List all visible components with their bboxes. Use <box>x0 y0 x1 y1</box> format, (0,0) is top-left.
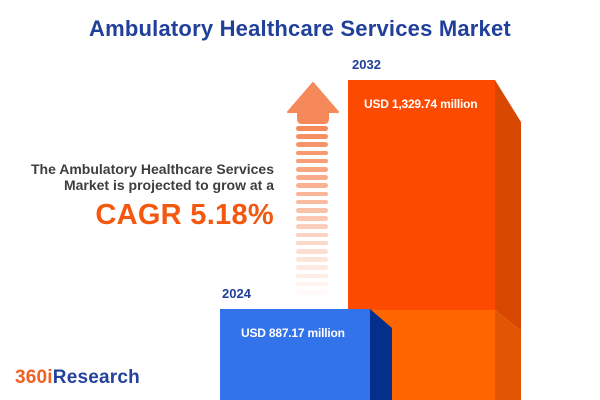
arrow-stripe <box>296 240 328 246</box>
growth-annotation: The Ambulatory Healthcare Services Marke… <box>0 161 274 232</box>
growth-arrow-icon <box>287 82 339 124</box>
arrow-stripe <box>296 199 328 205</box>
bar-2024-value-label: USD 887.17 million <box>241 326 345 340</box>
arrow-stripe <box>296 158 328 164</box>
bar-2032-side-face <box>495 80 521 400</box>
arrow-stripe <box>296 290 328 295</box>
arrow-stripe <box>296 126 328 131</box>
bar-2024-side <box>370 309 392 400</box>
logo-text-blue: Research <box>52 367 140 388</box>
arrow-stripe <box>296 273 328 279</box>
bar-2024-year-label: 2024 <box>222 286 251 301</box>
bar-2032-side-lower <box>495 310 521 400</box>
arrow-stripe <box>296 183 328 188</box>
bar-2032-front-upper <box>348 80 495 310</box>
arrow-stripe <box>296 191 328 197</box>
arrow-stripe <box>296 167 328 172</box>
annotation-line-1: The Ambulatory Healthcare Services <box>30 161 274 177</box>
bar-2032-value-label: USD 1,329.74 million <box>364 97 478 111</box>
arrow-stripe <box>296 257 328 262</box>
arrow-stripe <box>296 175 328 180</box>
arrow-up-icon <box>287 82 339 124</box>
arrow-stripe <box>296 232 328 238</box>
brand-logo: 360iResearch <box>15 367 140 389</box>
bar-2032-year-label: 2032 <box>352 57 381 72</box>
annotation-line-2: Market is projected to grow at a <box>63 176 274 193</box>
bar-2024-side-face <box>370 309 392 400</box>
arrow-stripe <box>296 134 328 139</box>
arrow-stripe <box>296 208 328 213</box>
bar-2024-front <box>220 309 370 400</box>
arrow-stripe <box>296 150 328 156</box>
arrow-stripe <box>296 265 328 270</box>
cagr-value: CAGR 5.18% <box>95 199 274 231</box>
page-title: Ambulatory Healthcare Services Market <box>89 16 511 41</box>
arrow-stripe <box>296 216 328 221</box>
growth-arrow-stripes <box>296 126 328 302</box>
bar-2032-side-upper <box>495 80 521 331</box>
arrow-stripe <box>296 142 328 147</box>
arrow-stripe <box>296 224 328 229</box>
logo-text-orange: 360i <box>15 367 53 388</box>
arrow-stripe <box>296 281 328 287</box>
arrow-stripe <box>296 249 328 254</box>
